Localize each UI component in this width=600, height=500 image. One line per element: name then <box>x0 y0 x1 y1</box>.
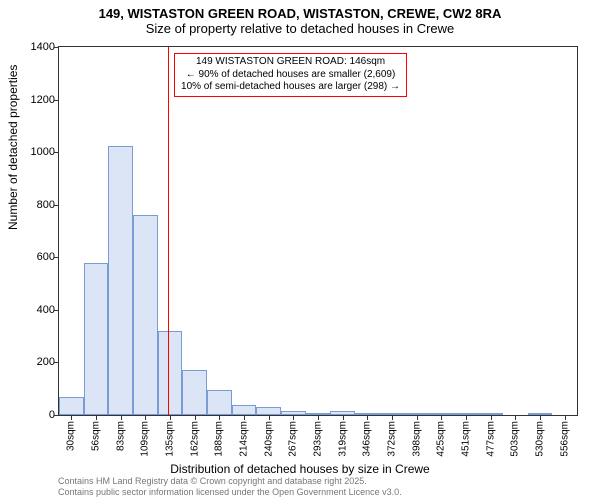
x-tick-mark <box>293 415 294 420</box>
y-tick-mark <box>54 362 59 363</box>
x-tick-mark <box>565 415 566 420</box>
reference-line <box>168 47 169 415</box>
histogram-bar <box>355 413 380 415</box>
x-tick-mark <box>170 415 171 420</box>
x-tick-mark <box>466 415 467 420</box>
x-tick-label: 293sqm <box>313 421 324 457</box>
x-tick-label: 556sqm <box>559 421 570 457</box>
histogram-bar <box>256 407 281 415</box>
histogram-bar <box>478 413 503 415</box>
x-tick-mark <box>121 415 122 420</box>
x-axis-label: Distribution of detached houses by size … <box>0 462 600 476</box>
histogram-bar <box>207 390 232 415</box>
x-tick-label: 319sqm <box>337 421 348 457</box>
annotation-box: 149 WISTASTON GREEN ROAD: 146sqm ← 90% o… <box>174 53 407 97</box>
plot-area: 149 WISTASTON GREEN ROAD: 146sqm ← 90% o… <box>58 46 578 416</box>
x-tick-mark <box>441 415 442 420</box>
x-tick-mark <box>96 415 97 420</box>
chart-container: 149, WISTASTON GREEN ROAD, WISTASTON, CR… <box>0 0 600 500</box>
chart-title-main: 149, WISTASTON GREEN ROAD, WISTASTON, CR… <box>0 0 600 21</box>
footnote-line-2: Contains public sector information licen… <box>58 487 402 498</box>
x-tick-mark <box>392 415 393 420</box>
x-tick-label: 346sqm <box>362 421 373 457</box>
histogram-bar <box>182 370 207 415</box>
histogram-bar <box>84 263 109 415</box>
footnote-line-1: Contains HM Land Registry data © Crown c… <box>58 476 402 487</box>
histogram-bar <box>108 146 133 415</box>
histogram-bar <box>380 413 405 415</box>
x-tick-label: 477sqm <box>485 421 496 457</box>
histogram-bar <box>232 405 257 416</box>
y-tick-mark <box>54 415 59 416</box>
y-tick-mark <box>54 152 59 153</box>
x-tick-label: 162sqm <box>189 421 200 457</box>
histogram-bar <box>404 413 429 415</box>
annotation-line-3: 10% of semi-detached houses are larger (… <box>181 81 400 94</box>
histogram-bar <box>281 411 306 415</box>
x-tick-mark <box>195 415 196 420</box>
x-tick-mark <box>491 415 492 420</box>
x-tick-label: 188sqm <box>214 421 225 457</box>
x-tick-mark <box>244 415 245 420</box>
x-tick-mark <box>145 415 146 420</box>
x-tick-label: 530sqm <box>535 421 546 457</box>
x-tick-label: 56sqm <box>91 421 102 451</box>
x-tick-label: 135sqm <box>165 421 176 457</box>
x-tick-mark <box>269 415 270 420</box>
footnote: Contains HM Land Registry data © Crown c… <box>58 476 402 498</box>
x-tick-label: 372sqm <box>387 421 398 457</box>
x-tick-mark <box>515 415 516 420</box>
x-tick-label: 83sqm <box>115 421 126 451</box>
x-tick-label: 451sqm <box>461 421 472 457</box>
x-tick-label: 109sqm <box>140 421 151 457</box>
y-tick-mark <box>54 257 59 258</box>
x-tick-label: 267sqm <box>288 421 299 457</box>
histogram-bar <box>133 215 158 415</box>
x-tick-label: 503sqm <box>510 421 521 457</box>
x-tick-label: 398sqm <box>411 421 422 457</box>
chart-title-sub: Size of property relative to detached ho… <box>0 21 600 40</box>
x-tick-mark <box>367 415 368 420</box>
x-tick-label: 425sqm <box>436 421 447 457</box>
x-tick-mark <box>318 415 319 420</box>
histogram-bar <box>528 413 553 415</box>
x-tick-label: 240sqm <box>263 421 274 457</box>
annotation-line-2: ← 90% of detached houses are smaller (2,… <box>181 69 400 82</box>
histogram-bar <box>429 413 454 415</box>
annotation-line-1: 149 WISTASTON GREEN ROAD: 146sqm <box>181 56 400 69</box>
x-tick-mark <box>417 415 418 420</box>
x-tick-mark <box>540 415 541 420</box>
x-tick-mark <box>71 415 72 420</box>
y-tick-mark <box>54 100 59 101</box>
histogram-bar <box>306 413 331 415</box>
y-tick-mark <box>54 47 59 48</box>
y-axis-label: Number of detached properties <box>6 65 20 230</box>
x-tick-mark <box>343 415 344 420</box>
histogram-bar <box>59 397 84 415</box>
y-tick-mark <box>54 205 59 206</box>
x-tick-label: 214sqm <box>239 421 250 457</box>
histogram-bar <box>454 413 479 415</box>
histogram-bar <box>158 331 183 415</box>
y-tick-mark <box>54 310 59 311</box>
x-tick-mark <box>219 415 220 420</box>
histogram-bar <box>330 411 355 415</box>
x-tick-label: 30sqm <box>66 421 77 451</box>
